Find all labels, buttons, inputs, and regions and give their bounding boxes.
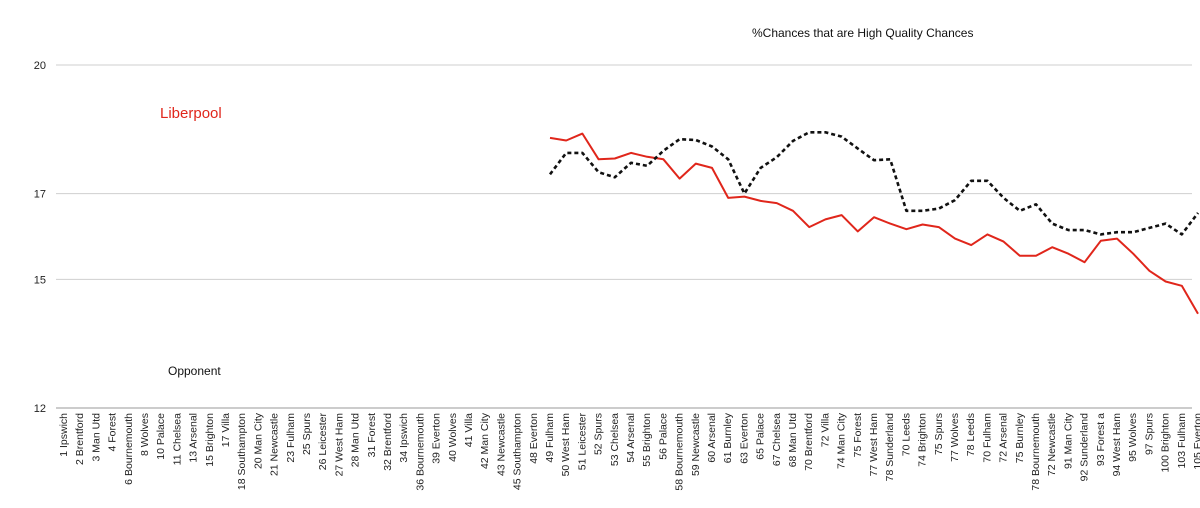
- x-category-label: 63 Everton: [738, 413, 750, 464]
- x-category-label: 91 Man City: [1062, 412, 1074, 469]
- x-category-label: 67 Chelsea: [771, 413, 783, 466]
- series-annotation-black: Opponent: [168, 364, 221, 378]
- x-category-label: 52 Spurs: [593, 413, 605, 455]
- x-category-label: 42 Man City: [479, 412, 491, 469]
- x-category-label: 25 Spurs: [301, 413, 313, 455]
- gridlines: [56, 64, 1192, 409]
- x-category-label: 36 Bournemouth: [414, 413, 426, 491]
- x-category-label: 56 Palace: [657, 413, 669, 460]
- x-category-label: 78 Leeds: [965, 413, 977, 456]
- x-category-label: 77 West Ham: [868, 413, 880, 477]
- x-category-label: 68 Man Utd: [787, 413, 799, 467]
- series-lines: [548, 131, 1200, 315]
- y-tick-label: 15: [34, 274, 46, 286]
- x-category-label: 94 West Ham: [1111, 413, 1123, 477]
- x-category-label: 75 Burnley: [1014, 412, 1026, 463]
- x-category-label: 28 Man Utd: [350, 413, 362, 467]
- x-category-label: 65 Palace: [755, 413, 767, 460]
- x-category-label: 72 Villa: [819, 413, 831, 447]
- x-category-label: 103 Fulham: [1176, 413, 1188, 469]
- chart-title: %Chances that are High Quality Chances: [752, 26, 973, 40]
- x-category-label: 8 Wolves: [139, 413, 151, 456]
- x-category-label: 4 Forest: [107, 413, 119, 452]
- x-category-label: 77 Wolves: [949, 413, 961, 462]
- x-category-label: 1 Ipswich: [58, 413, 70, 457]
- x-category-label: 6 Bournemouth: [123, 413, 135, 485]
- x-category-label: 13 Arsenal: [188, 413, 200, 463]
- x-category-label: 105 Everton: [1192, 413, 1200, 470]
- x-category-label: 18 Southampton: [236, 413, 248, 490]
- x-category-label: 53 Chelsea: [609, 413, 621, 466]
- x-category-label: 41 Villa: [463, 413, 475, 447]
- y-axis-ticks: 12 15 17 20: [34, 60, 46, 415]
- x-category-label: 26 Leicester: [317, 412, 329, 470]
- x-category-label: 40 Wolves: [447, 413, 459, 462]
- x-category-label: 27 West Ham: [333, 413, 345, 477]
- x-category-label: 15 Brighton: [204, 413, 216, 467]
- x-category-label: 72 Arsenal: [998, 413, 1010, 463]
- x-category-label: 92 Sunderland: [1079, 413, 1091, 481]
- x-category-label: 61 Burnley: [722, 412, 734, 463]
- x-category-label: 43 Newcastle: [495, 413, 507, 476]
- x-category-label: 48 Everton: [528, 413, 540, 464]
- x-category-label: 3 Man Utd: [90, 413, 102, 462]
- x-category-label: 74 Man City: [836, 412, 848, 469]
- x-category-label: 95 Wolves: [1127, 413, 1139, 462]
- x-category-label: 2 Brentford: [74, 413, 86, 465]
- x-category-label: 32 Brentford: [382, 413, 394, 471]
- x-category-label: 21 Newcastle: [269, 413, 281, 476]
- x-category-label: 100 Brighton: [1160, 413, 1172, 473]
- x-category-label: 70 Brentford: [803, 413, 815, 471]
- x-category-label: 70 Leeds: [900, 413, 912, 456]
- x-category-label: 78 Sunderland: [884, 413, 896, 481]
- x-category-label: 50 West Ham: [560, 413, 572, 477]
- x-category-label: 97 Spurs: [1143, 413, 1155, 455]
- x-category-label: 55 Brighton: [641, 413, 653, 467]
- x-category-label: 51 Leicester: [576, 412, 588, 470]
- x-category-label: 75 Forest: [852, 413, 864, 457]
- x-category-label: 45 Southampton: [512, 413, 524, 490]
- x-category-label: 39 Everton: [431, 413, 443, 464]
- x-category-label: 59 Newcastle: [690, 413, 702, 476]
- x-category-label: 93 Forest a: [1095, 413, 1107, 466]
- x-category-label: 72 Newcastle: [1046, 413, 1058, 476]
- series-annotation-red: Liberpool: [160, 105, 222, 122]
- x-category-label: 11 Chelsea: [171, 413, 183, 466]
- x-category-label: 20 Man City: [252, 412, 264, 469]
- y-tick-label: 20: [34, 60, 46, 72]
- x-category-label: 60 Arsenal: [706, 413, 718, 463]
- x-category-label: 74 Brighton: [917, 413, 929, 467]
- x-category-label: 31 Forest: [366, 413, 378, 457]
- series-line-black-dashed: [548, 131, 1200, 236]
- x-category-label: 54 Arsenal: [625, 413, 637, 463]
- x-category-label: 49 Fulham: [544, 413, 556, 463]
- series-line-red: [549, 132, 1199, 315]
- x-category-label: 34 Ipswich: [398, 413, 410, 463]
- y-tick-label: 12: [34, 403, 46, 415]
- x-category-label: 10 Palace: [155, 413, 167, 460]
- x-category-label: 17 Villa: [220, 413, 232, 447]
- y-tick-label: 17: [34, 189, 46, 201]
- x-category-label: 78 Bournemouth: [1030, 413, 1042, 491]
- x-axis-categories: 1 Ipswich 2 Brentford 3 Man Utd 4 Forest 6 B…: [58, 412, 1200, 490]
- x-category-label: 23 Fulham: [285, 413, 297, 463]
- x-category-label: 58 Bournemouth: [674, 413, 686, 491]
- x-category-label: 75 Spurs: [933, 413, 945, 455]
- x-category-label: 70 Fulham: [981, 413, 993, 463]
